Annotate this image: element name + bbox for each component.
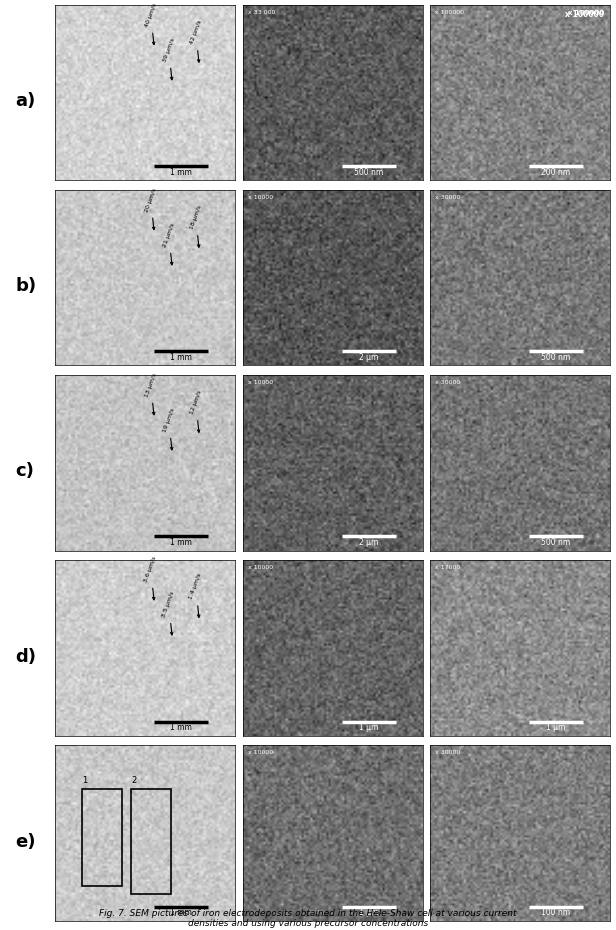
- Text: Fig. 7. SEM pictures of iron electrodeposits obtained in the Hele-Shaw cell at v: Fig. 7. SEM pictures of iron electrodepo…: [99, 909, 517, 928]
- Text: 1 mm: 1 mm: [171, 909, 192, 917]
- Text: 500 nm: 500 nm: [354, 168, 383, 177]
- Text: 18 μm/s: 18 μm/s: [189, 205, 203, 247]
- Text: 19 μm/s: 19 μm/s: [162, 407, 176, 450]
- Text: 1 mm: 1 mm: [171, 724, 192, 732]
- Text: 1.4 μm/s: 1.4 μm/s: [188, 573, 203, 618]
- Text: x 30000: x 30000: [436, 195, 461, 200]
- Text: x 100000: x 100000: [436, 10, 464, 15]
- Text: 2 μm: 2 μm: [359, 538, 378, 547]
- Text: 1 μm: 1 μm: [546, 724, 565, 732]
- Text: 1: 1: [83, 777, 87, 785]
- Text: x 10000: x 10000: [248, 751, 274, 755]
- Text: b): b): [15, 277, 36, 296]
- Text: 42 μm/s: 42 μm/s: [189, 20, 203, 62]
- Text: 1 mm: 1 mm: [171, 168, 192, 177]
- Text: 3.5 μm/s: 3.5 μm/s: [162, 591, 176, 635]
- Bar: [131, 789, 171, 895]
- Text: 2 μm: 2 μm: [359, 353, 378, 362]
- Text: x 30000: x 30000: [436, 380, 461, 385]
- Text: 100 nm: 100 nm: [541, 909, 570, 917]
- Text: x 100000: x 100000: [565, 10, 604, 19]
- Text: x 10000: x 10000: [248, 195, 274, 200]
- Text: 3.6 μm/s: 3.6 μm/s: [144, 555, 158, 600]
- Text: 500 nm: 500 nm: [541, 538, 570, 547]
- Text: d): d): [15, 647, 36, 666]
- Text: 200 nm: 200 nm: [541, 168, 570, 177]
- Text: x 100000: x 100000: [568, 10, 604, 16]
- Text: 1 mm: 1 mm: [171, 353, 192, 362]
- Text: x 33 000: x 33 000: [248, 10, 275, 15]
- Text: 39 μm/s: 39 μm/s: [162, 37, 176, 80]
- Text: c): c): [15, 462, 34, 481]
- Text: 21 μm/s: 21 μm/s: [162, 222, 176, 265]
- Text: 1 mm: 1 mm: [171, 538, 192, 547]
- Text: 40 μm/s: 40 μm/s: [144, 2, 158, 45]
- Text: a): a): [15, 92, 36, 111]
- Text: x 17000: x 17000: [436, 565, 461, 570]
- Text: e): e): [15, 832, 36, 851]
- Text: x 10000: x 10000: [248, 380, 274, 385]
- Text: x 10000: x 10000: [248, 565, 274, 570]
- Text: 12 μm/s: 12 μm/s: [189, 390, 203, 432]
- Text: 1 μm: 1 μm: [359, 909, 378, 917]
- Text: x 30000: x 30000: [436, 751, 461, 755]
- Text: 20 μm/s: 20 μm/s: [144, 187, 158, 230]
- Text: 1 μm: 1 μm: [359, 724, 378, 732]
- Text: 500 nm: 500 nm: [541, 353, 570, 362]
- Text: 2: 2: [131, 777, 136, 785]
- Text: 13 μm/s: 13 μm/s: [144, 372, 158, 415]
- Bar: [83, 789, 122, 885]
